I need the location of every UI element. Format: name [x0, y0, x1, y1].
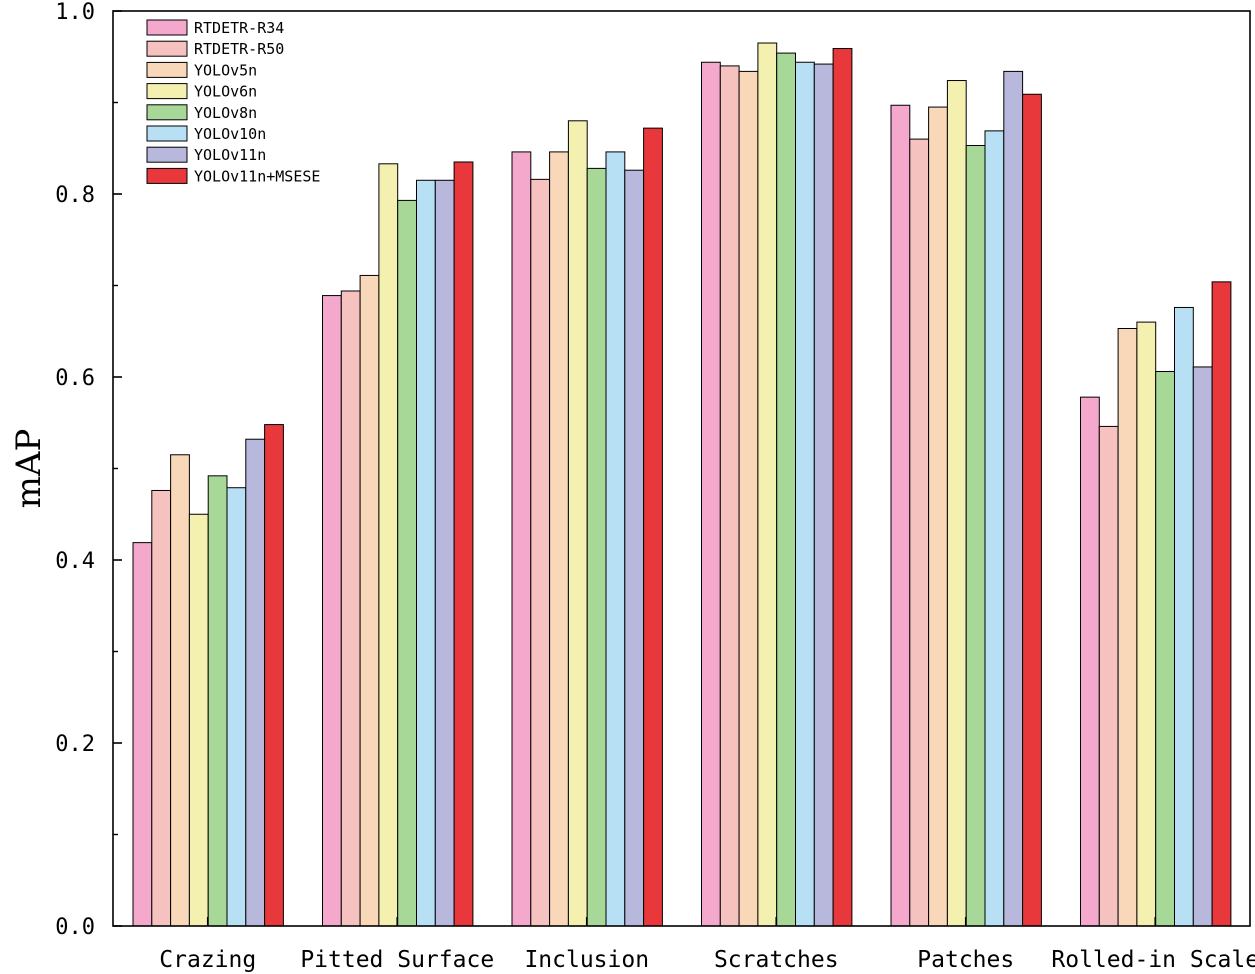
- legend-swatch-yolov6n: [146, 83, 188, 100]
- bar-rtdetr-r34-pitted-surface: [322, 295, 342, 927]
- y-tick-label: 0.6: [55, 366, 95, 391]
- bar-yolov10n-rolled-in-scale: [1174, 306, 1194, 927]
- bar-yolov11n-msese-rolled-in-scale: [1211, 281, 1232, 927]
- x-tick-label: Rolled-in Scale: [1051, 947, 1255, 973]
- bar-rtdetr-r50-rolled-in-scale: [1098, 425, 1119, 927]
- legend-swatch-rtdetr-r34: [146, 19, 188, 36]
- legend-swatch-rtdetr-r50: [146, 40, 188, 57]
- bar-yolov11n-msese-patches: [1022, 93, 1042, 927]
- bar-yolov8n-pitted-surface: [397, 199, 418, 927]
- legend-label-yolov11n-msese: YOLOv11n+MSESE: [194, 167, 320, 185]
- bar-yolov11n-pitted-surface: [434, 179, 455, 927]
- bar-yolov10n-pitted-surface: [416, 179, 436, 927]
- bar-rtdetr-r34-rolled-in-scale: [1080, 396, 1100, 927]
- y-tick-label: 0.4: [55, 549, 95, 574]
- bar-yolov6n-rolled-in-scale: [1136, 321, 1157, 927]
- axes-layer: 0.0 0.2 0.4 0.6 0.8 1.0 Crazing Pitted Surface I…: [9, 0, 1255, 973]
- bar-yolov6n-patches: [946, 80, 967, 927]
- y-tick-label: 0.8: [55, 183, 95, 208]
- x-tick-label: Patches: [917, 947, 1014, 973]
- legend-label-rtdetr-r34: RTDETR-R34: [194, 19, 284, 37]
- x-tick-label: Scratches: [714, 947, 839, 973]
- bar-yolov10n-scratches: [795, 61, 815, 927]
- legend-label-yolov11n: YOLOv11n: [194, 146, 266, 164]
- y-tick-label: 0.0: [55, 915, 95, 940]
- legend-swatch-yolov11n-msese: [146, 167, 188, 184]
- bar-yolov6n-pitted-surface: [378, 163, 399, 927]
- bar-yolov5n-rolled-in-scale: [1117, 328, 1138, 927]
- y-axis-label: mAP: [9, 429, 49, 509]
- bar-yolov5n-scratches: [738, 70, 759, 927]
- y-tick-label: 1.0: [55, 0, 95, 25]
- legend-label-rtdetr-r50: RTDETR-R50: [194, 40, 284, 58]
- bar-rtdetr-r50-pitted-surface: [340, 290, 361, 927]
- x-tick-label: Crazing: [159, 947, 256, 973]
- bar-yolov5n-inclusion: [549, 151, 569, 927]
- bar-yolov11n-rolled-in-scale: [1192, 366, 1213, 927]
- bar-yolov8n-inclusion: [586, 167, 607, 927]
- bar-yolov10n-patches: [984, 130, 1005, 927]
- legend-label-yolov8n: YOLOv8n: [194, 104, 257, 122]
- bar-yolov11n-patches: [1003, 70, 1024, 927]
- bar-yolov6n-scratches: [757, 42, 778, 927]
- bar-rtdetr-r50-inclusion: [530, 178, 551, 927]
- y-tick-label: 0.2: [55, 732, 95, 757]
- legend-swatch-yolov10n: [146, 125, 188, 142]
- bar-yolov10n-crazing: [226, 487, 247, 927]
- bar-yolov5n-patches: [928, 106, 948, 927]
- legend-label-yolov5n: YOLOv5n: [194, 61, 257, 79]
- x-tick-label: Inclusion: [524, 947, 649, 973]
- bar-yolov5n-crazing: [170, 454, 190, 927]
- bar-yolov8n-scratches: [776, 52, 797, 927]
- bar-rtdetr-r34-inclusion: [511, 151, 532, 927]
- bar-yolov10n-inclusion: [605, 151, 626, 927]
- bar-yolov11n-inclusion: [624, 169, 645, 927]
- bar-rtdetr-r34-patches: [890, 104, 911, 927]
- x-tick-label: Pitted Surface: [300, 947, 494, 973]
- legend-label-yolov10n: YOLOv10n: [194, 125, 266, 143]
- legend-swatch-yolov11n: [146, 146, 188, 163]
- legend-swatch-yolov8n: [146, 104, 188, 121]
- bar-yolov8n-crazing: [207, 475, 228, 927]
- bar-rtdetr-r34-crazing: [132, 542, 153, 927]
- bar-yolov11n-crazing: [245, 438, 266, 927]
- bar-yolov8n-patches: [965, 145, 986, 927]
- legend: RTDETR-R34 RTDETR-R50 YOLOv5n YOLOv6n YOLOv8…: [146, 19, 320, 185]
- bar-yolov6n-inclusion: [567, 120, 588, 927]
- bar-rtdetr-r50-crazing: [151, 489, 172, 927]
- bar-yolov11n-msese-pitted-surface: [453, 161, 474, 927]
- bar-rtdetr-r50-patches: [909, 138, 930, 927]
- legend-label-yolov6n: YOLOv6n: [194, 83, 257, 101]
- bar-yolov11n-scratches: [813, 63, 834, 927]
- bar-yolov5n-pitted-surface: [359, 274, 380, 927]
- bar-yolov11n-msese-inclusion: [643, 127, 663, 927]
- bar-yolov8n-rolled-in-scale: [1155, 371, 1175, 927]
- legend-swatch-yolov5n: [146, 61, 188, 78]
- bar-yolov6n-crazing: [188, 513, 209, 927]
- bar-rtdetr-r34-scratches: [701, 61, 721, 927]
- bar-rtdetr-r50-scratches: [719, 65, 740, 927]
- bar-yolov11n-msese-scratches: [832, 48, 853, 927]
- bar-yolov11n-msese-crazing: [264, 424, 284, 927]
